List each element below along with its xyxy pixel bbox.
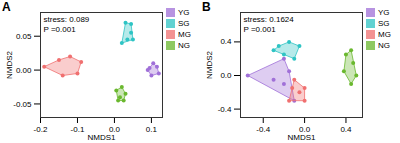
svg-text:NMDS1: NMDS1 [287,133,316,142]
svg-text:NMDS2: NMDS2 [5,50,14,79]
html-text:MG: MG [178,30,191,39]
html-text:B: B [202,0,211,14]
html-text:YG: YG [378,8,390,17]
html-text:SG: SG [378,19,390,28]
svg-text:0.0: 0.0 [108,125,120,135]
html-text:A: A [2,0,11,14]
svg-text:-0.05: -0.05 [13,100,32,109]
html-text:NG: NG [178,41,190,50]
svg-text:0.4: 0.4 [220,37,232,46]
svg-text:stress: 0.089: stress: 0.089 [44,15,90,24]
svg-text:P =0.001: P =0.001 [244,25,277,34]
svg-text:P =0.001: P =0.001 [44,25,77,34]
svg-text:-0.2: -0.2 [34,125,48,134]
svg-text:0.0: 0.0 [299,125,311,135]
html-text:YG: YG [178,8,190,17]
html-text:NG: NG [378,41,390,50]
svg-text:0.1: 0.1 [146,125,158,134]
svg-text:-0.4: -0.4 [218,105,232,114]
svg-text:NMDS1: NMDS1 [87,133,116,142]
svg-text:-0.4: -0.4 [256,125,270,134]
svg-text:-0.1: -0.1 [71,125,85,134]
svg-text:0.05: 0.05 [16,32,32,41]
html-text:SG: SG [178,19,190,28]
svg-text:NMDS2: NMDS2 [205,50,214,79]
svg-text:0.0: 0.0 [220,71,232,80]
svg-text:0.00: 0.00 [16,66,32,75]
svg-text:stress: 0.1624: stress: 0.1624 [244,15,295,24]
html-text:MG: MG [378,30,391,39]
svg-text:0.4: 0.4 [340,125,352,134]
